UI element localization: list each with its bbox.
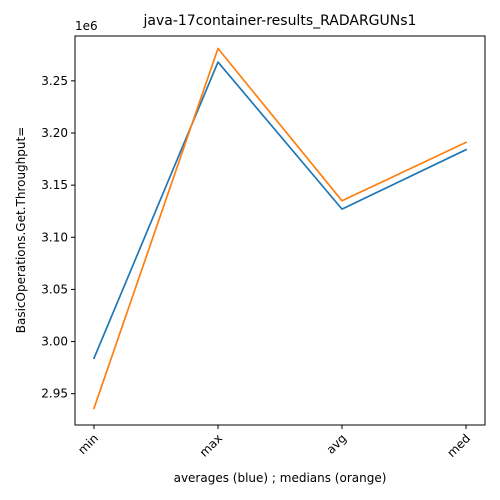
x-axis: min max avg med (75, 425, 473, 460)
axes-frame (74, 35, 486, 426)
series-averages-line (92, 61, 468, 360)
x-axis-label: averages (blue) ; medians (orange) (174, 471, 387, 485)
x-tick-label: max (197, 431, 225, 459)
y-tick-label: 3.15 (41, 178, 68, 192)
y-axis: 2.95 3.00 3.05 3.10 3.15 3.20 3.25 (41, 74, 75, 401)
y-tick-label: 3.05 (41, 282, 68, 296)
chart-title: java-17container-results_RADARGUNs1 (143, 13, 417, 29)
y-tick-label: 3.10 (41, 230, 68, 244)
x-tick-label: avg (324, 431, 350, 457)
series-medians-line (92, 47, 468, 410)
y-scale-offset: 1e6 (75, 19, 98, 33)
y-axis-label: BasicOperations.Get.Throughput= (14, 127, 28, 334)
y-tick-label: 2.95 (41, 387, 68, 401)
plot-area (92, 47, 468, 410)
y-tick-label: 3.25 (41, 74, 68, 88)
x-tick-label: med (444, 431, 473, 460)
x-tick-label: min (75, 431, 101, 457)
y-tick-label: 3.00 (41, 335, 68, 349)
y-tick-label: 3.20 (41, 126, 68, 140)
